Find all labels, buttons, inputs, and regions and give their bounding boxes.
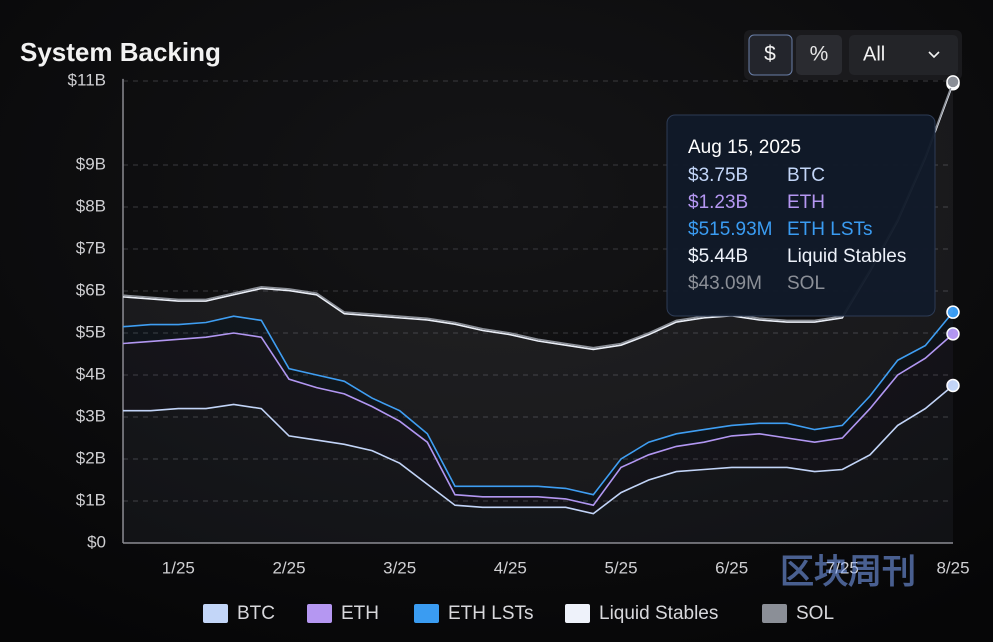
y-tick-label: $0: [87, 532, 106, 551]
series-line: [122, 81, 954, 349]
watermark: 区块周刊: [780, 553, 916, 591]
tooltip-date: Aug 15, 2025: [688, 137, 801, 158]
tooltip-value: $3.75B: [688, 165, 748, 186]
y-tick-label: $8B: [76, 196, 106, 215]
legend-swatch: [762, 604, 787, 623]
x-tick-label: 5/25: [604, 558, 637, 577]
legend-label: BTC: [237, 603, 275, 624]
tooltip-name: BTC: [787, 165, 825, 186]
legend-swatch: [307, 604, 332, 623]
end-dot: [946, 378, 960, 393]
percent-button-label[interactable]: %: [810, 43, 829, 66]
end-dot: [946, 305, 960, 319]
range-dropdown[interactable]: [849, 35, 958, 75]
series-line: [123, 384, 954, 515]
x-tick-label: 3/25: [383, 558, 416, 577]
series-line: [122, 332, 954, 507]
end-dot: [946, 327, 960, 341]
tooltip-value: $5.44B: [688, 246, 748, 267]
dollar-button[interactable]: [748, 34, 793, 76]
tooltip-name: ETH LSTs: [787, 219, 873, 240]
x-tick-label: 1/25: [162, 558, 195, 577]
legend-swatch: [414, 604, 439, 623]
legend-label: ETH: [341, 603, 379, 624]
y-tick-label: $5B: [76, 322, 106, 341]
tooltip-box: [666, 114, 936, 317]
x-tick-label: 8/25: [936, 558, 969, 577]
series-line: [122, 311, 954, 496]
area: [123, 385, 953, 543]
tooltip-name: SOL: [787, 273, 825, 294]
legend-swatch: [203, 604, 228, 623]
x-tick-label: 7/25: [826, 558, 859, 577]
y-tick-label: $2B: [76, 448, 106, 467]
dropdown-chevron: [928, 51, 940, 59]
dollar-button-label[interactable]: $: [764, 43, 776, 66]
x-tick-label: 2/25: [272, 558, 305, 577]
x-tick-label: 4/25: [494, 558, 527, 577]
y-tick-label: $4B: [76, 364, 106, 383]
y-tick-label: $7B: [76, 238, 106, 257]
end-dot: [946, 75, 960, 89]
tooltip-name: ETH: [787, 192, 825, 213]
y-tick-label: $1B: [76, 490, 106, 509]
area: [123, 312, 953, 506]
y-tick-label: $6B: [76, 280, 106, 299]
tooltip-name: Liquid Stables: [787, 246, 906, 267]
legend-swatch: [565, 604, 590, 623]
y-tick-label: $9B: [76, 154, 106, 173]
legend-label: ETH LSTs: [448, 603, 534, 624]
area: [123, 333, 953, 514]
legend-label: Liquid Stables: [599, 603, 718, 624]
series-line: [122, 83, 954, 351]
tooltip-value: $1.23B: [688, 192, 748, 213]
y-tick-label: $3B: [76, 406, 106, 425]
legend-label: SOL: [796, 603, 834, 624]
tooltip-value: $515.93M: [688, 219, 773, 240]
chart-title: System Backing: [20, 37, 221, 67]
x-tick-label: 6/25: [715, 558, 748, 577]
tooltip-value: $43.09M: [688, 273, 762, 294]
range-dropdown-label[interactable]: All: [863, 43, 885, 65]
y-tick-label: $11B: [68, 70, 106, 89]
area: [123, 83, 953, 495]
percent-button[interactable]: [796, 35, 842, 75]
